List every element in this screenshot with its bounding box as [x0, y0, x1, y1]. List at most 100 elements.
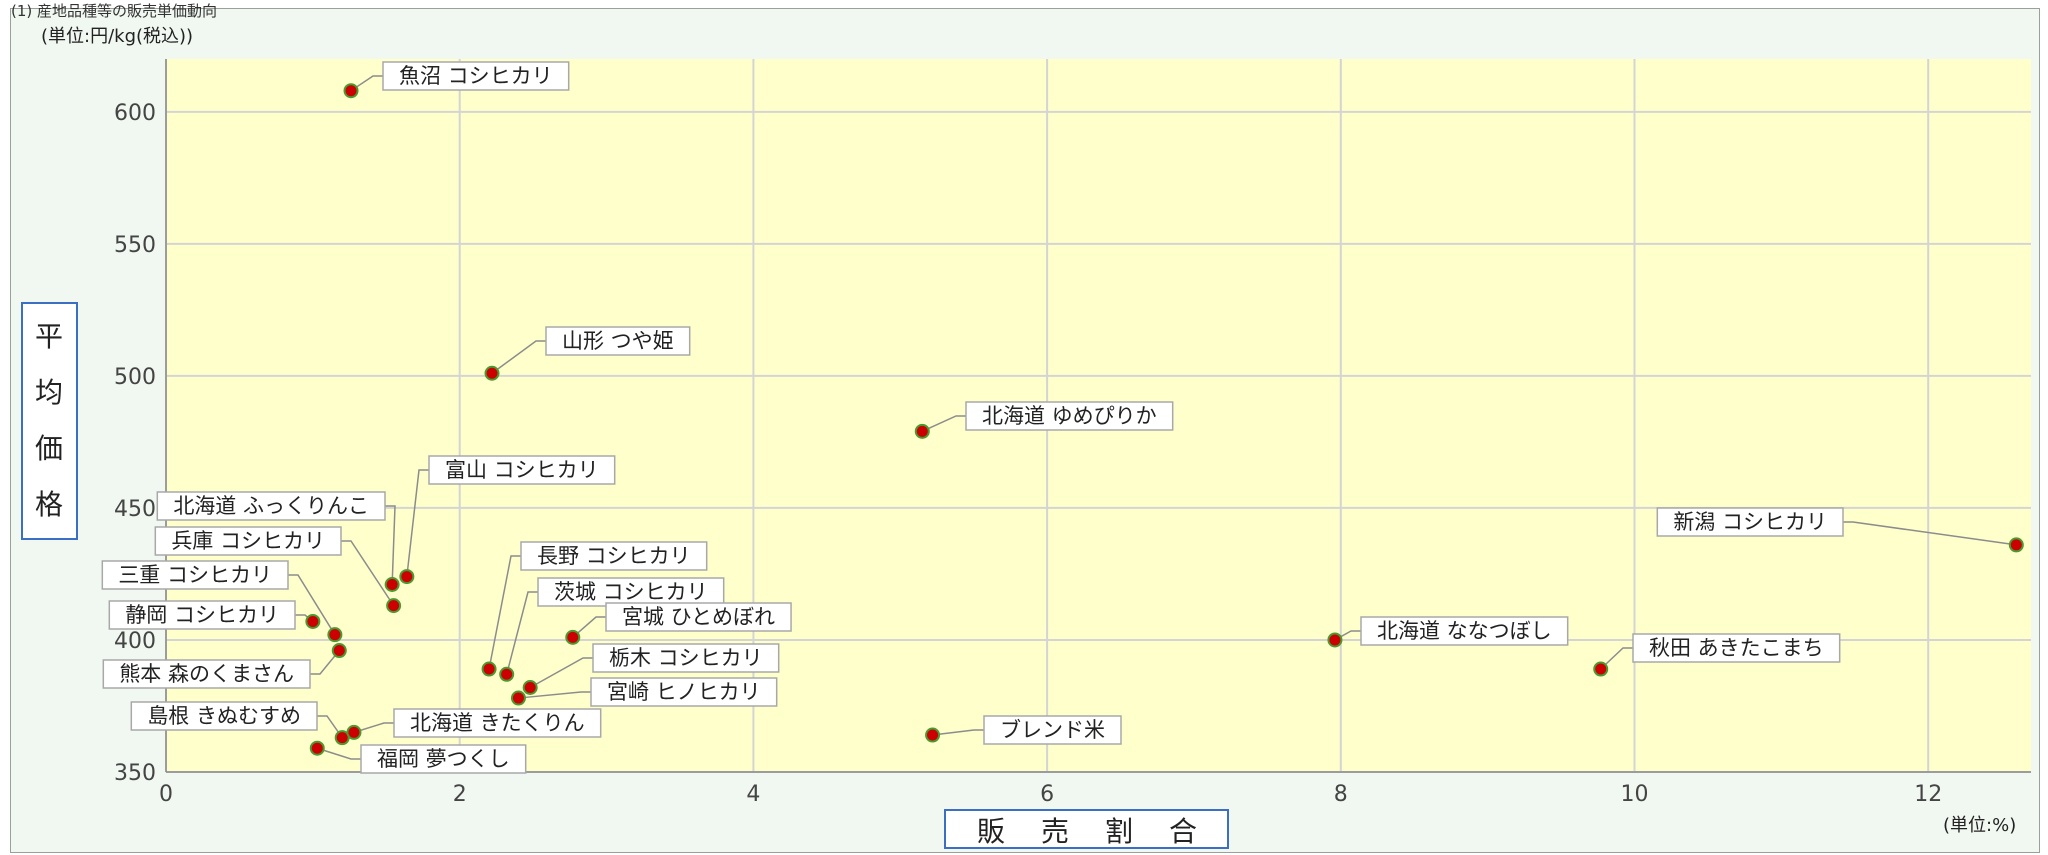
data-point: [1327, 632, 1343, 648]
point-label-box: [130, 701, 318, 731]
point-label: 富山 コシヒカリ: [445, 458, 599, 482]
x-tick-label: 10: [1621, 782, 1649, 807]
y-axis-title-char: 価: [35, 432, 63, 465]
data-point: [386, 598, 402, 614]
point-label: 北海道 ふっくりんこ: [173, 494, 369, 518]
leader-line: [572, 616, 606, 638]
y-tick-label: 450: [114, 497, 156, 522]
leader-line: [317, 715, 343, 739]
point-label: 秋田 あきたこまち: [1649, 636, 1824, 660]
leader-line: [518, 691, 591, 699]
leader-line: [921, 415, 966, 433]
point-label-box: [520, 541, 708, 571]
leader-line: [1600, 647, 1633, 670]
point-label: ブレンド米: [1000, 718, 1105, 742]
point-label: 兵庫 コシヒカリ: [171, 529, 325, 553]
data-point: [343, 83, 359, 99]
data-point: [510, 690, 526, 706]
data-point: [346, 724, 362, 740]
x-tick-label: 2: [453, 782, 467, 807]
point-label: 栃木 コシヒカリ: [609, 646, 763, 670]
data-point: [565, 629, 581, 645]
point-label: 魚沼 コシヒカリ: [399, 64, 553, 88]
x-axis-title-box: [944, 809, 1229, 849]
point-label: 宮城 ひとめぼれ: [622, 605, 775, 629]
x-tick-label: 6: [1040, 782, 1054, 807]
leader-line: [406, 469, 429, 577]
y-tick-label: 600: [114, 101, 156, 126]
data-point: [305, 613, 321, 629]
point-label-box: [154, 526, 342, 556]
point-label-box: [537, 577, 725, 607]
x-axis-title-char: 合: [1169, 815, 1197, 848]
point-label: 福岡 夢つくし: [377, 747, 510, 771]
point-label-box: [1360, 616, 1569, 646]
data-point: [484, 365, 500, 381]
y-axis-title-char: 平: [35, 320, 63, 353]
x-axis-title-char: 売: [1041, 815, 1069, 848]
point-label-box: [1632, 633, 1841, 663]
point-label-box: [545, 326, 691, 356]
point-label: 長野 コシヒカリ: [537, 544, 691, 568]
x-axis-title-char: 販: [977, 815, 1005, 848]
point-label-box: [360, 744, 527, 774]
point-label: 山形 つや姫: [562, 329, 674, 353]
leader-line: [288, 574, 336, 636]
leader-line: [505, 591, 538, 675]
point-label-box: [983, 715, 1122, 745]
data-point: [499, 666, 515, 682]
leader-line: [341, 540, 395, 607]
point-label: 北海道 ゆめぴりか: [982, 404, 1157, 428]
data-point: [384, 577, 400, 593]
data-point: [399, 569, 415, 585]
data-point: [2008, 537, 2024, 553]
point-label: 島根 きぬむすめ: [147, 704, 301, 728]
tick-labels: 0 2 4 6 8 10 12 350 400 450 500 550 600: [114, 101, 1942, 807]
point-label: 新潟 コシヒカリ: [1673, 510, 1827, 534]
leader-line: [488, 555, 521, 670]
point-label: 北海道 きたくりん: [410, 711, 585, 735]
point-label-box: [156, 491, 386, 521]
point-label-box: [592, 643, 780, 673]
clipped-header-text: (1) 産地品種等の販売単価動向: [11, 2, 218, 20]
point-label: 三重 コシヒカリ: [118, 563, 272, 587]
point-label-box: [1656, 507, 1844, 537]
leader-line: [317, 747, 361, 760]
y-axis-title-box: [21, 302, 78, 540]
y-unit-label: (単位:円/kg(税込)): [41, 26, 193, 47]
point-label-box: [605, 602, 792, 632]
data-point: [481, 661, 497, 677]
leader-line: [1843, 521, 2017, 546]
point-label: 熊本 森のくまさん: [119, 662, 294, 686]
point-label: 茨城 コシヒカリ: [554, 580, 708, 604]
leader-line: [529, 657, 593, 689]
data-point: [327, 627, 343, 643]
data-points: [305, 83, 2024, 756]
chart-frame: (1) 産地品種等の販売単価動向 0 2 4 6 8 10 12 350 400 450 500 55…: [10, 2, 2040, 853]
leader-line: [310, 650, 340, 675]
leader-line: [385, 505, 396, 585]
point-label-box: [101, 560, 289, 590]
point-label: 宮崎 ヒノヒカリ: [607, 680, 761, 704]
y-tick-label: 400: [114, 629, 156, 654]
point-label-box: [965, 401, 1174, 431]
y-tick-label: 350: [114, 761, 156, 786]
data-point: [1593, 661, 1609, 677]
leader-line: [491, 340, 546, 374]
x-axis-title-char: 割: [1105, 815, 1133, 848]
data-point: [331, 643, 347, 659]
point-label: 静岡 コシヒカリ: [125, 603, 279, 627]
data-point: [914, 423, 930, 439]
leader-line: [932, 729, 984, 736]
y-tick-label: 550: [114, 233, 156, 258]
y-axis-title-char: 格: [35, 488, 63, 521]
y-tick-label: 500: [114, 365, 156, 390]
point-label-box: [428, 455, 616, 485]
x-tick-label: 12: [1914, 782, 1942, 807]
x-tick-label: 4: [746, 782, 760, 807]
point-label-box: [590, 677, 778, 707]
point-label-box: [393, 708, 602, 738]
